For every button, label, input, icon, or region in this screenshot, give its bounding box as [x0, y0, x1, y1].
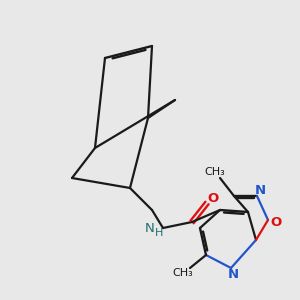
Text: N: N [227, 268, 239, 281]
Text: CH₃: CH₃ [172, 268, 194, 278]
Text: CH₃: CH₃ [205, 167, 225, 177]
Text: O: O [207, 191, 219, 205]
Text: N: N [254, 184, 266, 197]
Text: H: H [155, 228, 163, 238]
Text: O: O [270, 217, 282, 230]
Text: N: N [145, 223, 155, 236]
